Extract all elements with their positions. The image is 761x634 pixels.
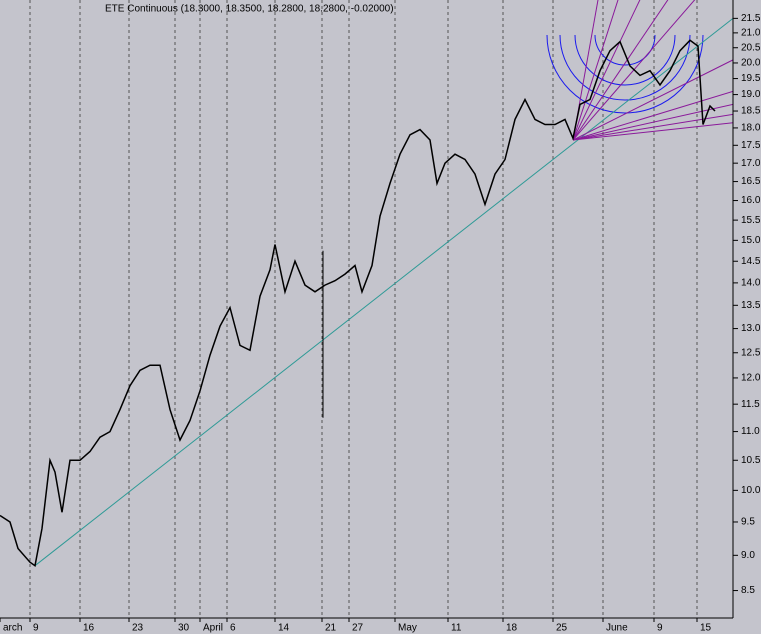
y-tick-label: 10.5 — [741, 455, 761, 466]
y-tick-label: 13.5 — [741, 300, 761, 311]
x-tick-label: 15 — [700, 623, 712, 634]
arc — [559, 34, 691, 101]
fan-line — [572, 59, 733, 141]
x-tick-label: 21 — [325, 623, 337, 634]
fan-line — [572, 113, 733, 141]
y-tick-label: 19.5 — [741, 73, 761, 84]
x-tick-label: May — [398, 623, 417, 634]
y-tick-label: 19.0 — [741, 89, 761, 100]
x-tick-label: 25 — [556, 623, 568, 634]
y-tick-label: 14.0 — [741, 278, 761, 289]
x-tick-label: 23 — [132, 623, 144, 634]
arc — [546, 34, 704, 114]
y-tick-label: 9.0 — [741, 550, 755, 561]
arc — [574, 34, 676, 86]
y-tick-label: 17.0 — [741, 158, 761, 169]
arc — [594, 34, 656, 66]
x-tick-label: 18 — [506, 623, 518, 634]
x-tick-label: 16 — [83, 623, 95, 634]
y-tick-label: 8.5 — [741, 585, 755, 596]
y-tick-label: 17.5 — [741, 140, 761, 151]
y-tick-label: 18.5 — [741, 106, 761, 117]
gann-arcs — [546, 34, 704, 114]
price-line — [0, 39, 716, 567]
y-tick-label: 18.0 — [741, 123, 761, 134]
x-tick-label: 30 — [178, 623, 190, 634]
y-tick-label: 10.0 — [741, 485, 761, 496]
x-tick-label: 9 — [657, 623, 663, 634]
fan-line — [572, 0, 641, 141]
y-tick-label: 12.5 — [741, 347, 761, 358]
x-tick-label: April — [203, 623, 223, 634]
fan-line — [572, 90, 733, 141]
fan-line — [572, 0, 669, 141]
fan-line — [572, 122, 733, 141]
fan-line — [572, 0, 696, 141]
grid — [29, 0, 698, 618]
y-tick-label: 20.0 — [741, 58, 761, 69]
x-tick-label: arch — [3, 623, 22, 634]
y-tick-label: 11.0 — [741, 426, 760, 437]
y-tick-label: 9.5 — [741, 517, 755, 528]
y-tick-label: 15.5 — [741, 215, 761, 226]
y-tick-label: 21.0 — [741, 28, 761, 39]
y-tick-label: 15.0 — [741, 235, 761, 246]
y-tick-label: 14.5 — [741, 256, 761, 267]
x-tick-label: 6 — [230, 623, 236, 634]
x-tick-label: 11 — [451, 623, 462, 634]
chart-title: ETE Continuous (18.3000, 18.3500, 18.280… — [105, 4, 394, 15]
y-tick-label: 20.5 — [741, 42, 761, 53]
y-tick-label: 11.5 — [741, 399, 760, 410]
y-tick-label: 21.5 — [741, 13, 761, 24]
x-tick-label: June — [606, 623, 628, 634]
plot-area — [0, 0, 733, 567]
y-tick-label: 13.0 — [741, 323, 761, 334]
fan-line — [572, 103, 733, 141]
x-tick-label: 14 — [278, 623, 290, 634]
x-tick-label: 27 — [352, 623, 364, 634]
y-tick-label: 16.5 — [741, 176, 761, 187]
y-tick-label: 16.0 — [741, 195, 761, 206]
trend-line — [34, 17, 733, 567]
y-tick-label: 12.0 — [741, 373, 761, 384]
fan-line — [572, 0, 619, 141]
x-tick-label: 9 — [33, 623, 39, 634]
